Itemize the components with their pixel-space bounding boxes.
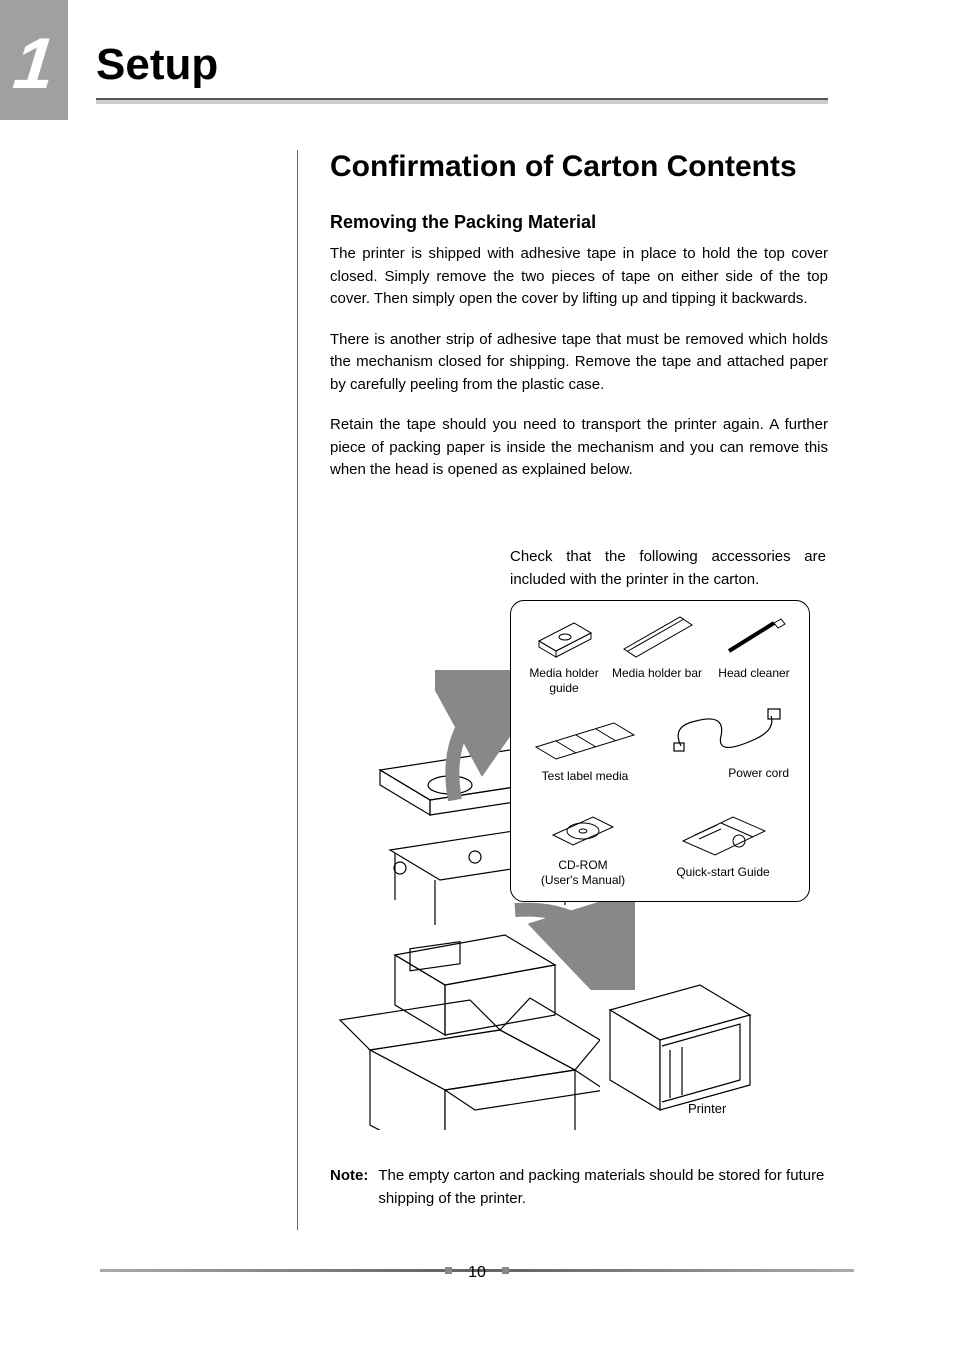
note-text: The empty carton and packing materials s… [378,1165,828,1210]
cdrom-label-2: (User's Manual) [523,873,643,888]
media-holder-bar-item: Media holder bar [611,611,703,681]
head-cleaner-item: Head cleaner [707,611,801,681]
subsection-title: Removing the Packing Material [330,212,828,233]
cdrom-item: CD-ROM (User's Manual) [523,805,643,888]
test-label-media-icon [530,709,640,764]
media-holder-guide-icon [529,611,599,661]
cdrom-label-1: CD-ROM [523,858,643,873]
paragraph-3: Retain the tape should you need to trans… [330,414,828,482]
paragraph-2: There is another strip of adhesive tape … [330,329,828,397]
quick-start-label: Quick-start Guide [653,865,793,880]
media-holder-guide-label: Media holder guide [519,666,609,696]
diagram-area: Printer Media holder guide Media holder … [330,600,828,1145]
content-column: Confirmation of Carton Contents Removing… [330,150,828,500]
top-rule [96,98,828,104]
power-cord-icon [666,701,796,761]
head-cleaner-label: Head cleaner [707,666,801,681]
chapter-title: Setup [96,40,218,90]
media-holder-bar-label: Media holder bar [611,666,703,681]
head-cleaner-icon [719,611,789,661]
page-number: 10 [0,1264,954,1282]
cdrom-icon [543,805,623,853]
note-label: Note: [330,1165,368,1210]
printer-label: Printer [688,1101,726,1116]
quick-start-item: Quick-start Guide [653,805,793,880]
test-label-media-label: Test label media [525,769,645,784]
chapter-number: 1 [10,28,58,100]
quick-start-icon [673,805,773,860]
accessories-box: Media holder guide Media holder bar Head… [510,600,810,902]
vertical-rule [297,150,298,1230]
power-cord-label: Power cord [661,766,801,781]
paragraph-1: The printer is shipped with adhesive tap… [330,243,828,311]
power-cord-item: Power cord [661,701,801,781]
section-title: Confirmation of Carton Contents [330,150,828,184]
media-holder-guide-item: Media holder guide [519,611,609,696]
note-block: Note: The empty carton and packing mater… [330,1165,828,1210]
test-label-media-item: Test label media [525,709,645,784]
chapter-tab: 1 [0,0,68,120]
printer-icon [590,970,760,1120]
media-holder-bar-icon [616,611,698,661]
check-accessories-text: Check that the following accessories are… [510,546,826,591]
